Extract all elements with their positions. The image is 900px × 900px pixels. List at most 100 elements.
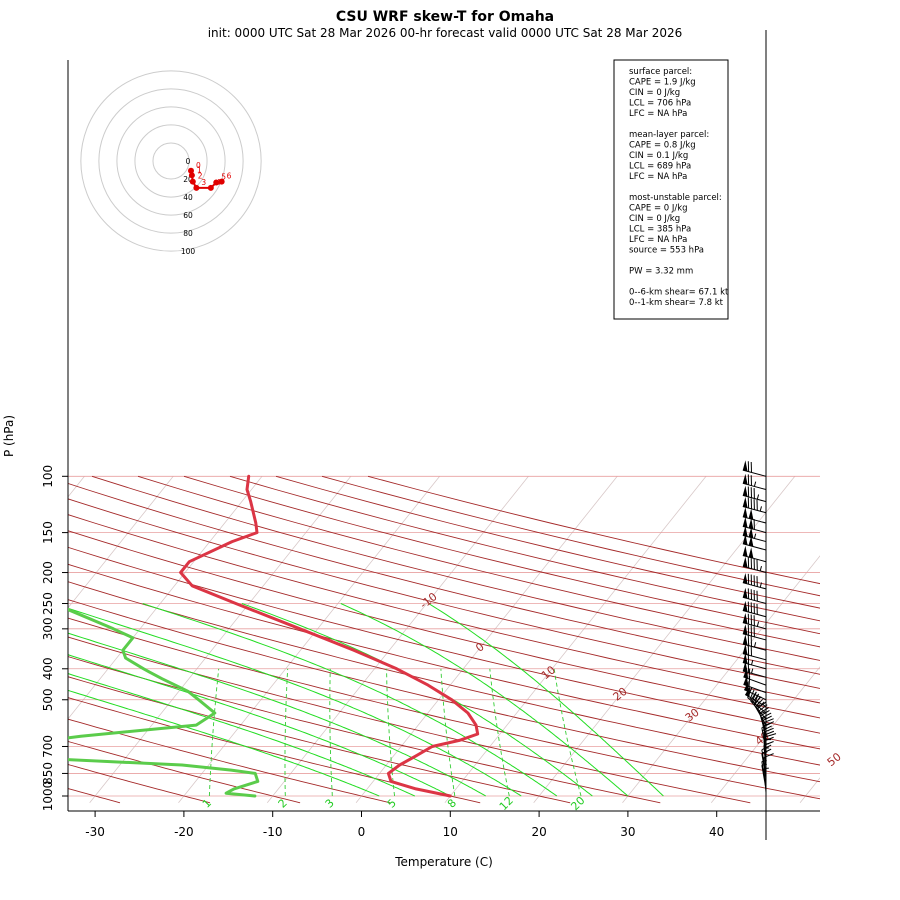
isobar-grid <box>68 475 820 797</box>
dewpoint-profile-line <box>68 607 260 798</box>
wind-barb-feather <box>758 704 768 712</box>
hodograph-ring-label: 40 <box>183 193 193 202</box>
wind-barb-staff <box>761 749 767 774</box>
mixing-ratio-label: 3 <box>323 796 337 810</box>
y-tick-label: 200 <box>41 561 55 584</box>
wind-barb-staff <box>744 694 767 707</box>
wind-barb <box>742 485 767 503</box>
hodograph-ring-label: 100 <box>181 247 196 256</box>
mixing-ratio-label: 2 <box>276 796 290 810</box>
wind-barb-flag <box>742 534 748 546</box>
wind-barb-staff <box>742 610 767 618</box>
hodograph-point-label: 1 <box>197 165 202 174</box>
mixing-ratio-label: 20 <box>568 794 587 813</box>
dry-adiabat-line <box>68 718 391 804</box>
mixing-ratio-line <box>489 668 510 797</box>
y-tick-label: 850 <box>41 762 55 785</box>
wind-barb <box>742 545 767 563</box>
y-tick-label: 400 <box>41 657 55 680</box>
dry-adiabat-line <box>68 530 820 719</box>
wind-barb-half-feather <box>753 533 757 539</box>
wind-barb-staff <box>761 753 767 778</box>
wind-barb-flag <box>742 545 748 557</box>
isotherm-line <box>533 476 796 804</box>
dry-adiabat-line <box>68 498 820 689</box>
wind-barb-staff <box>744 689 767 701</box>
wind-barb-staff <box>750 700 767 720</box>
stats-line: CAPE = 0 J/kg <box>629 204 688 214</box>
dry-adiabat-line <box>68 482 820 675</box>
mixing-ratio-label: 1 <box>200 796 214 810</box>
wind-barb-feather <box>754 693 760 704</box>
isotherm-line <box>355 476 618 804</box>
hodograph-point <box>189 178 196 185</box>
wind-barb-flag <box>742 600 748 612</box>
stats-line: CAPE = 1.9 J/kg <box>629 78 696 88</box>
stats-line: LFC = NA hPa <box>629 235 687 245</box>
isotherm-line <box>68 476 174 609</box>
stats-line: 0--6-km shear= 67.1 kt <box>629 288 729 298</box>
chart-subtitle: init: 0000 UTC Sat 28 Mar 2026 00-hr for… <box>208 26 683 40</box>
wind-barb <box>742 460 767 477</box>
wind-barb-feather <box>761 712 772 719</box>
wind-barb-flag <box>742 485 748 497</box>
stats-box <box>613 59 729 320</box>
wind-barb-staff <box>763 741 767 766</box>
wind-barb <box>742 496 767 514</box>
hodograph-ring <box>116 106 226 216</box>
wind-barb-feather <box>765 733 777 738</box>
dry-adiabat-line <box>68 697 481 804</box>
stats-line: most-unstable parcel: <box>629 193 722 203</box>
wind-barb-flag <box>742 525 748 537</box>
moist-adiabat-line <box>68 689 380 797</box>
moist-adiabat-line <box>142 603 558 797</box>
stats-line: LCL = 706 hPa <box>629 99 691 109</box>
y-tick-label: 300 <box>41 617 55 640</box>
wind-barb-flag <box>742 473 748 485</box>
stats-line: PW = 3.32 mm <box>629 267 693 277</box>
wind-barb-staff <box>743 683 767 694</box>
x-tick-label: 0 <box>358 825 366 839</box>
wind-barb-flag <box>742 496 748 508</box>
wind-barb-half-feather <box>756 701 761 706</box>
wind-barb-flag <box>742 460 748 472</box>
wind-barb <box>742 473 767 491</box>
y-tick-label: 100 <box>41 465 55 488</box>
wind-barb <box>742 556 767 574</box>
wind-barb <box>742 643 767 661</box>
wind-barb-staff <box>742 482 767 491</box>
hodograph-point-label: 6 <box>227 172 232 181</box>
hodograph-ring-label: 80 <box>183 229 193 238</box>
x-tick-label: -10 <box>263 825 283 839</box>
mixing-ratio-line <box>553 668 582 797</box>
mixing-ratio-label: 8 <box>445 796 459 810</box>
x-axis-ticks: -30 -20 -10 0 10 20 30 40 <box>85 811 724 839</box>
dry-adiabat-line <box>68 764 211 804</box>
y-axis-label: P (hPa) <box>2 415 16 457</box>
hodograph-inset: 0204060801000123456 <box>80 70 262 256</box>
dry-adiabat-line <box>275 475 820 609</box>
isotherm-line <box>710 666 820 804</box>
moist-adiabat-line <box>68 654 451 797</box>
dry-adiabat-line <box>68 656 661 804</box>
hodograph-ring <box>98 88 244 234</box>
wind-barb <box>742 516 767 534</box>
wind-barb-half-feather <box>753 481 757 487</box>
wind-barb <box>742 525 767 543</box>
wind-barb-half-feather <box>751 668 754 674</box>
stats-line: surface parcel: <box>629 67 692 77</box>
wind-barb-flag <box>742 661 748 673</box>
hodograph-point-label: 0 <box>196 161 201 170</box>
y-tick-label: 150 <box>41 521 55 544</box>
x-tick-label: 20 <box>531 825 546 839</box>
wind-barbs <box>742 460 777 796</box>
dry-adiabat-line <box>68 676 571 804</box>
stats-line: LFC = NA hPa <box>629 109 687 119</box>
wind-barb-feather <box>763 718 774 724</box>
wind-barb-staff <box>743 676 767 686</box>
wind-barb-staff <box>757 708 767 731</box>
